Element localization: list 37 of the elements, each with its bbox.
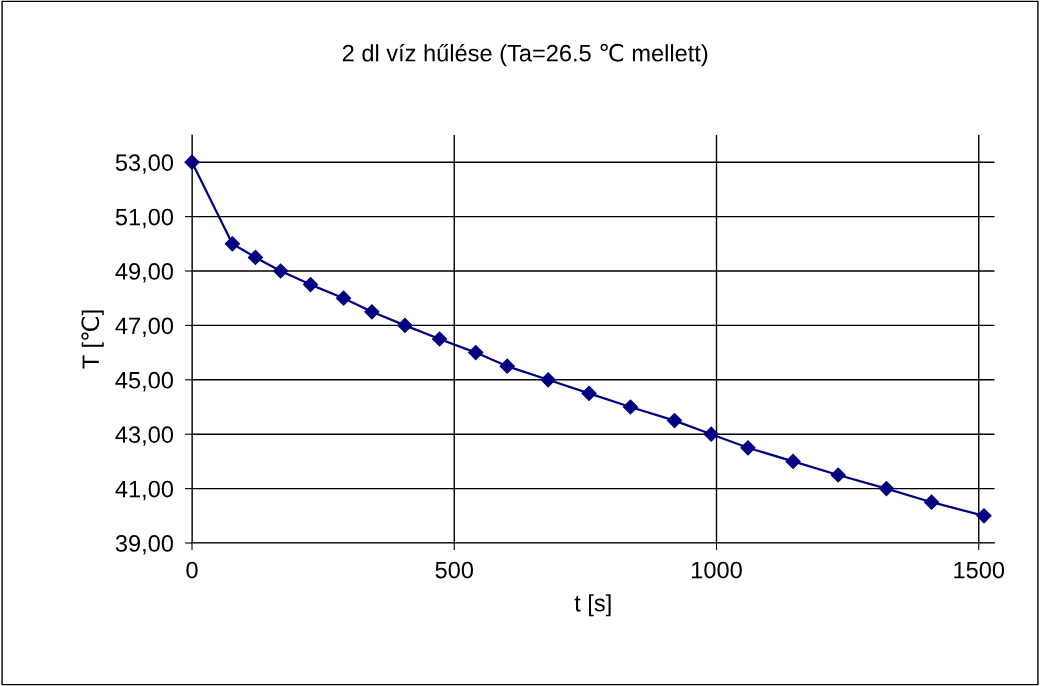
point [622,399,639,415]
y-tick-label: 41,00 [115,480,174,501]
y-tick-label: 49,00 [115,263,174,283]
point [468,345,484,361]
y-axis-title: T [℃] [81,310,104,369]
point [878,481,895,497]
x-tick-label: 0 [186,561,198,579]
point [302,277,319,293]
point [976,508,992,524]
y-tick-label: 43,00 [115,426,174,446]
y-tick-label: 39,00 [115,535,174,555]
point [703,426,719,442]
point [923,494,940,510]
y-tick-label: 53,00 [115,154,174,174]
x-tick-label: 1000 [692,561,742,579]
point [540,372,556,388]
x-tick-label: 500 [435,561,474,579]
point [397,317,413,333]
point [785,453,801,469]
y-tick-label: 47,00 [115,317,174,337]
point [247,249,264,265]
point [273,263,289,279]
point [224,236,240,252]
point [581,385,597,401]
y-tick-label: 51,00 [115,208,174,229]
point [830,467,846,483]
point [666,413,683,429]
point [431,331,448,347]
point [364,304,380,320]
x-tick-label: 1500 [954,561,1005,579]
chart-title: 2 dl víz hűlése (Ta=26.5 ℃ mellett) [342,43,708,67]
x-axis-title: t [s] [574,594,611,617]
point [740,440,756,456]
y-tick-label: 45,00 [115,371,174,392]
point [499,358,515,374]
point [184,154,200,170]
point [336,290,352,306]
